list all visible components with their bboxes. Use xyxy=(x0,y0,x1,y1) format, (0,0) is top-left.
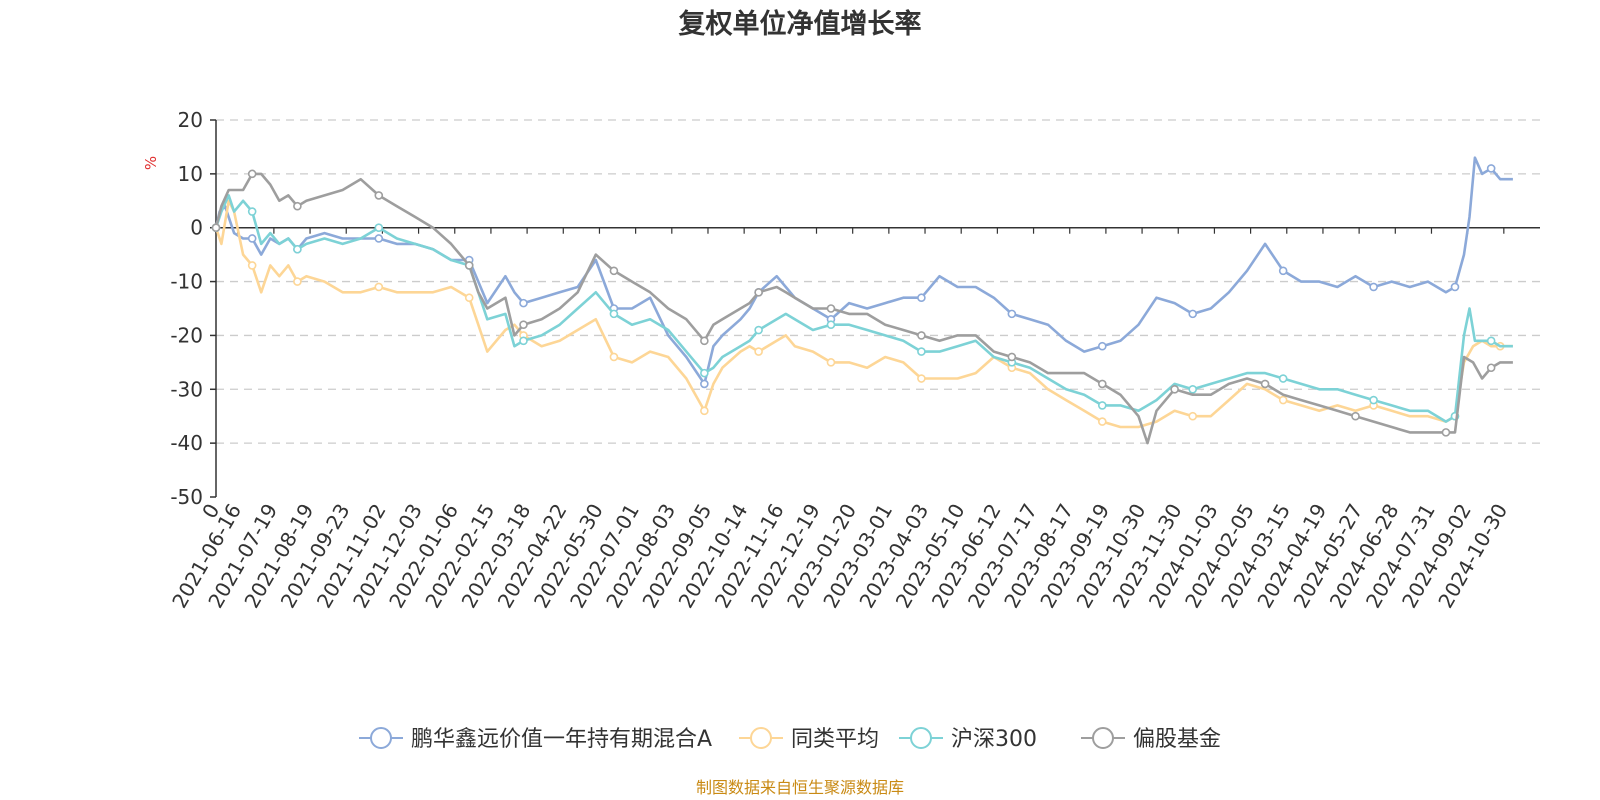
series-point xyxy=(609,266,619,276)
series-point xyxy=(1278,374,1288,383)
series-point xyxy=(1097,401,1107,410)
legend-marker-1 xyxy=(750,727,772,749)
series-point xyxy=(374,191,384,200)
series-line-1 xyxy=(214,199,1513,429)
series-point xyxy=(1486,336,1496,346)
series-point xyxy=(464,261,474,270)
series-point xyxy=(1486,363,1496,373)
series-point xyxy=(374,282,384,292)
series-point xyxy=(247,234,257,243)
data-source-note: 制图数据来自恒生聚源数据库 xyxy=(696,778,904,797)
series-point xyxy=(211,223,221,233)
legend-marker-3 xyxy=(1092,727,1114,749)
series-line-2 xyxy=(214,194,1513,423)
series-point xyxy=(247,261,257,270)
series-point xyxy=(293,277,302,286)
legend-label-0: 鹏华鑫远价值一年持有期混合A xyxy=(411,727,712,752)
series-point xyxy=(1369,395,1378,405)
series-point xyxy=(1007,309,1017,319)
series-point xyxy=(293,201,302,211)
chart-title: 复权单位净值增长率 xyxy=(679,8,922,40)
series-point xyxy=(519,336,528,346)
series-point xyxy=(917,347,926,356)
series-point xyxy=(754,347,763,356)
axes: 20100-10-20-30-40-5002021-06-162021-07-1… xyxy=(167,108,1540,612)
y-tick-label: -10 xyxy=(170,270,203,294)
series-point xyxy=(700,406,709,416)
series-point xyxy=(1486,164,1496,173)
series-point xyxy=(700,336,709,346)
legend-marker-0 xyxy=(370,727,392,749)
series-point xyxy=(754,288,763,297)
grid-lines xyxy=(216,119,1540,444)
series-point xyxy=(374,223,384,233)
series-point xyxy=(519,320,528,329)
series-point xyxy=(247,169,257,179)
legend-marker-2 xyxy=(910,727,932,749)
series-point xyxy=(1097,417,1107,426)
series-point xyxy=(826,320,836,329)
series-point xyxy=(1450,282,1460,292)
legend: 鹏华鑫远价值一年持有期混合A 同类平均 沪深300 偏股基金 xyxy=(359,727,1221,752)
y-tick-label: -30 xyxy=(170,377,203,401)
series-point xyxy=(700,368,709,378)
legend-label-2: 沪深300 xyxy=(951,727,1037,752)
series-point xyxy=(754,325,763,335)
y-tick-label: 20 xyxy=(178,108,203,132)
series-lines xyxy=(211,156,1513,445)
series-point xyxy=(1369,282,1378,292)
legend-label-3: 偏股基金 xyxy=(1133,727,1221,752)
series-point xyxy=(464,293,474,303)
series-point xyxy=(917,374,926,383)
y-tick-label: 0 xyxy=(190,216,203,240)
y-tick-label: -50 xyxy=(170,485,203,509)
series-point xyxy=(826,358,836,367)
series-point xyxy=(826,304,836,313)
series-point xyxy=(1188,309,1198,319)
series-point xyxy=(1351,411,1360,421)
series-line-3 xyxy=(214,172,1513,445)
series-point xyxy=(1260,379,1270,389)
series-point xyxy=(247,207,257,216)
y-tick-label: -20 xyxy=(170,323,203,347)
y-tick-label: -40 xyxy=(170,431,203,455)
series-line-0 xyxy=(214,156,1513,386)
series-point xyxy=(1278,266,1288,276)
y-axis-label: % xyxy=(142,156,160,170)
series-point xyxy=(1188,411,1198,421)
series-point xyxy=(1441,428,1451,437)
series-point xyxy=(1188,384,1198,394)
series-point xyxy=(519,298,528,308)
series-point xyxy=(917,331,926,340)
y-tick-label: 10 xyxy=(178,162,203,186)
series-point xyxy=(1007,352,1017,362)
series-point xyxy=(293,244,302,254)
series-point xyxy=(700,379,709,389)
series-point xyxy=(917,293,926,303)
series-point xyxy=(374,234,384,243)
series-point xyxy=(1278,395,1288,405)
series-point xyxy=(1170,384,1179,394)
series-point xyxy=(609,309,619,319)
series-point xyxy=(1097,341,1107,351)
series-point xyxy=(1097,379,1107,389)
series-point xyxy=(609,352,619,362)
legend-label-1: 同类平均 xyxy=(791,727,879,752)
